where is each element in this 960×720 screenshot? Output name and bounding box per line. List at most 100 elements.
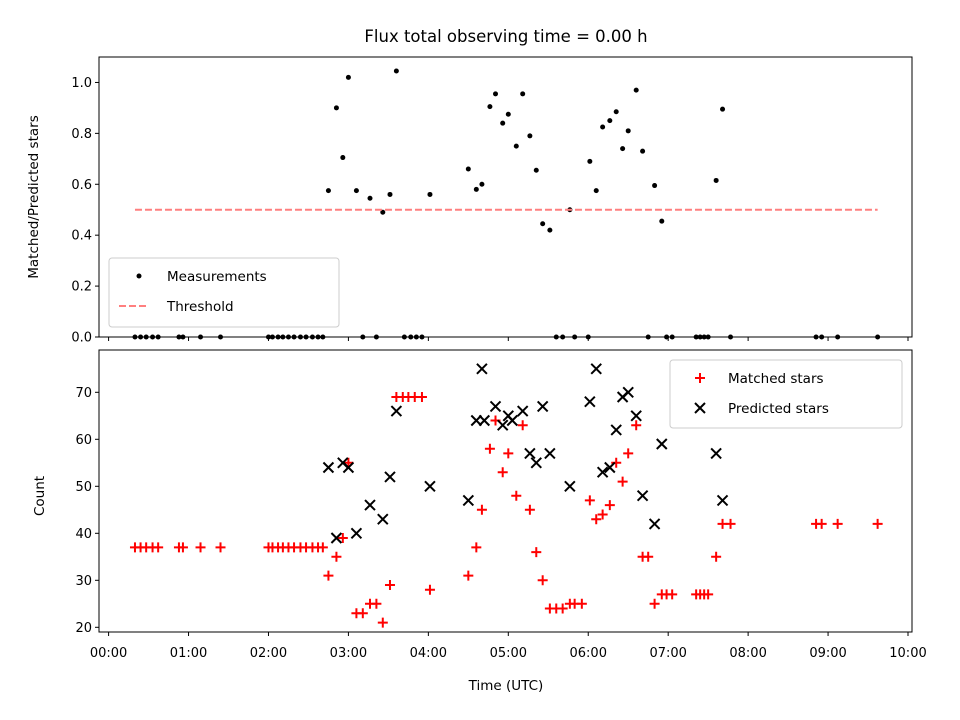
- predicted-star-point: [462, 494, 475, 507]
- x-tick-label: 09:00: [809, 646, 846, 661]
- matched-star-point: [576, 598, 587, 609]
- x-tick-label: 10:00: [889, 646, 926, 661]
- predicted-star-point: [496, 419, 509, 431]
- matched-star-point: [331, 551, 342, 562]
- legend-handle-dot: [136, 273, 142, 279]
- measurement-point: [387, 191, 393, 197]
- measurement-point: [500, 120, 506, 126]
- matched-star-point: [725, 518, 736, 529]
- matched-star-point: [215, 542, 226, 553]
- measurement-point: [547, 227, 553, 233]
- matched-star-point: [711, 551, 722, 562]
- predicted-star-point: [350, 527, 363, 540]
- x-tick-label: 07:00: [649, 646, 686, 661]
- matched-star-point: [604, 500, 615, 511]
- predicted-star-point: [506, 414, 519, 427]
- matched-star-point: [416, 392, 427, 402]
- predicted-star-point: [489, 400, 502, 413]
- predicted-star-point: [377, 513, 389, 525]
- measurement-point: [393, 68, 399, 74]
- matched-star-point: [371, 598, 382, 609]
- measurement-point: [659, 218, 665, 224]
- bottom-plot-marks: [129, 363, 883, 628]
- measurement-point: [505, 111, 511, 117]
- top-y-axis-label: Matched/Predicted stars: [26, 115, 42, 278]
- matched-star-point: [832, 518, 843, 529]
- predicted-star-point: [330, 532, 343, 544]
- measurement-point: [513, 143, 519, 149]
- legend-label: Threshold: [166, 299, 234, 315]
- matched-star-point: [476, 504, 487, 515]
- measurement-point: [720, 106, 726, 112]
- matched-star-point: [517, 420, 528, 431]
- plot-area: [132, 68, 881, 340]
- matched-star-point: [537, 575, 548, 586]
- predicted-star-point: [384, 471, 396, 483]
- y-tick-label: 30: [75, 574, 92, 589]
- x-tick-label: 06:00: [570, 646, 607, 661]
- measurement-point: [713, 177, 719, 183]
- measurement-point: [633, 87, 639, 93]
- predicted-star-point: [516, 405, 529, 417]
- matched-star-point: [531, 547, 542, 558]
- bottom-axes: 20 30 40 50 60 70 00:00 01:00 02:00 03:00 04:00 05:…: [75, 349, 927, 661]
- predicted-star-point: [322, 461, 335, 474]
- matched-star-point: [557, 603, 568, 614]
- matched-star-point: [816, 518, 827, 529]
- y-tick-label: 50: [75, 480, 92, 495]
- y-tick-label: 60: [75, 433, 92, 448]
- predicted-star-point: [636, 489, 649, 502]
- predicted-star-point: [524, 447, 536, 460]
- predicted-star-point: [390, 405, 403, 417]
- predicted-star-point: [424, 480, 436, 493]
- measurement-point: [613, 109, 619, 115]
- y-tick-label: 20: [75, 621, 92, 636]
- measurement-point: [380, 209, 386, 215]
- matched-star-point: [357, 608, 368, 619]
- measurement-point: [367, 195, 373, 201]
- measurement-point: [600, 124, 606, 130]
- measurement-point: [325, 188, 331, 194]
- predicted-star-point: [610, 424, 622, 436]
- predicted-star-point: [530, 457, 542, 469]
- measurement-point: [465, 166, 471, 172]
- y-tick-label: 40: [75, 527, 92, 542]
- matched-star-point: [611, 457, 622, 468]
- bottom-legend: Matched stars Predicted stars: [669, 359, 903, 429]
- predicted-star-point: [716, 494, 729, 507]
- matched-star-point: [503, 448, 514, 459]
- measurement-point: [520, 91, 526, 97]
- predicted-star-point: [476, 363, 488, 375]
- matched-star-point: [424, 584, 435, 595]
- x-tick-label: 08:00: [729, 646, 766, 661]
- predicted-star-point: [364, 499, 376, 511]
- y-tick-label: 0.0: [71, 331, 92, 346]
- matched-star-point: [177, 542, 188, 553]
- matched-star-point: [463, 570, 474, 581]
- y-tick-label: 0.4: [71, 229, 92, 244]
- matched-star-point: [631, 420, 642, 431]
- measurement-point: [487, 104, 493, 110]
- matched-star-point: [623, 448, 634, 459]
- plot-area: [129, 363, 883, 628]
- matched-star-point: [195, 542, 206, 553]
- x-tick-label: 04:00: [410, 646, 447, 661]
- measurement-point: [593, 188, 599, 194]
- measurement-point: [620, 146, 626, 152]
- matched-star-point: [872, 518, 883, 529]
- y-tick-label: 0.6: [71, 178, 92, 193]
- legend-box: [669, 359, 903, 429]
- measurement-point: [473, 186, 479, 192]
- predicted-star-point: [622, 386, 634, 399]
- predicted-star-point: [596, 466, 609, 478]
- matched-star-point: [597, 509, 608, 520]
- measurement-point: [540, 221, 546, 227]
- bottom-x-axis-label: Time (UTC): [468, 678, 544, 694]
- measurement-point: [527, 133, 533, 139]
- bottom-panel: Count Time (UTC) Matched stars Predicted …: [32, 349, 927, 694]
- matched-star-point: [153, 542, 164, 553]
- predicted-star-point: [564, 480, 576, 493]
- top-plot-marks: [132, 68, 881, 340]
- y-tick-label: 1.0: [71, 76, 92, 91]
- axes-frame: [98, 349, 913, 633]
